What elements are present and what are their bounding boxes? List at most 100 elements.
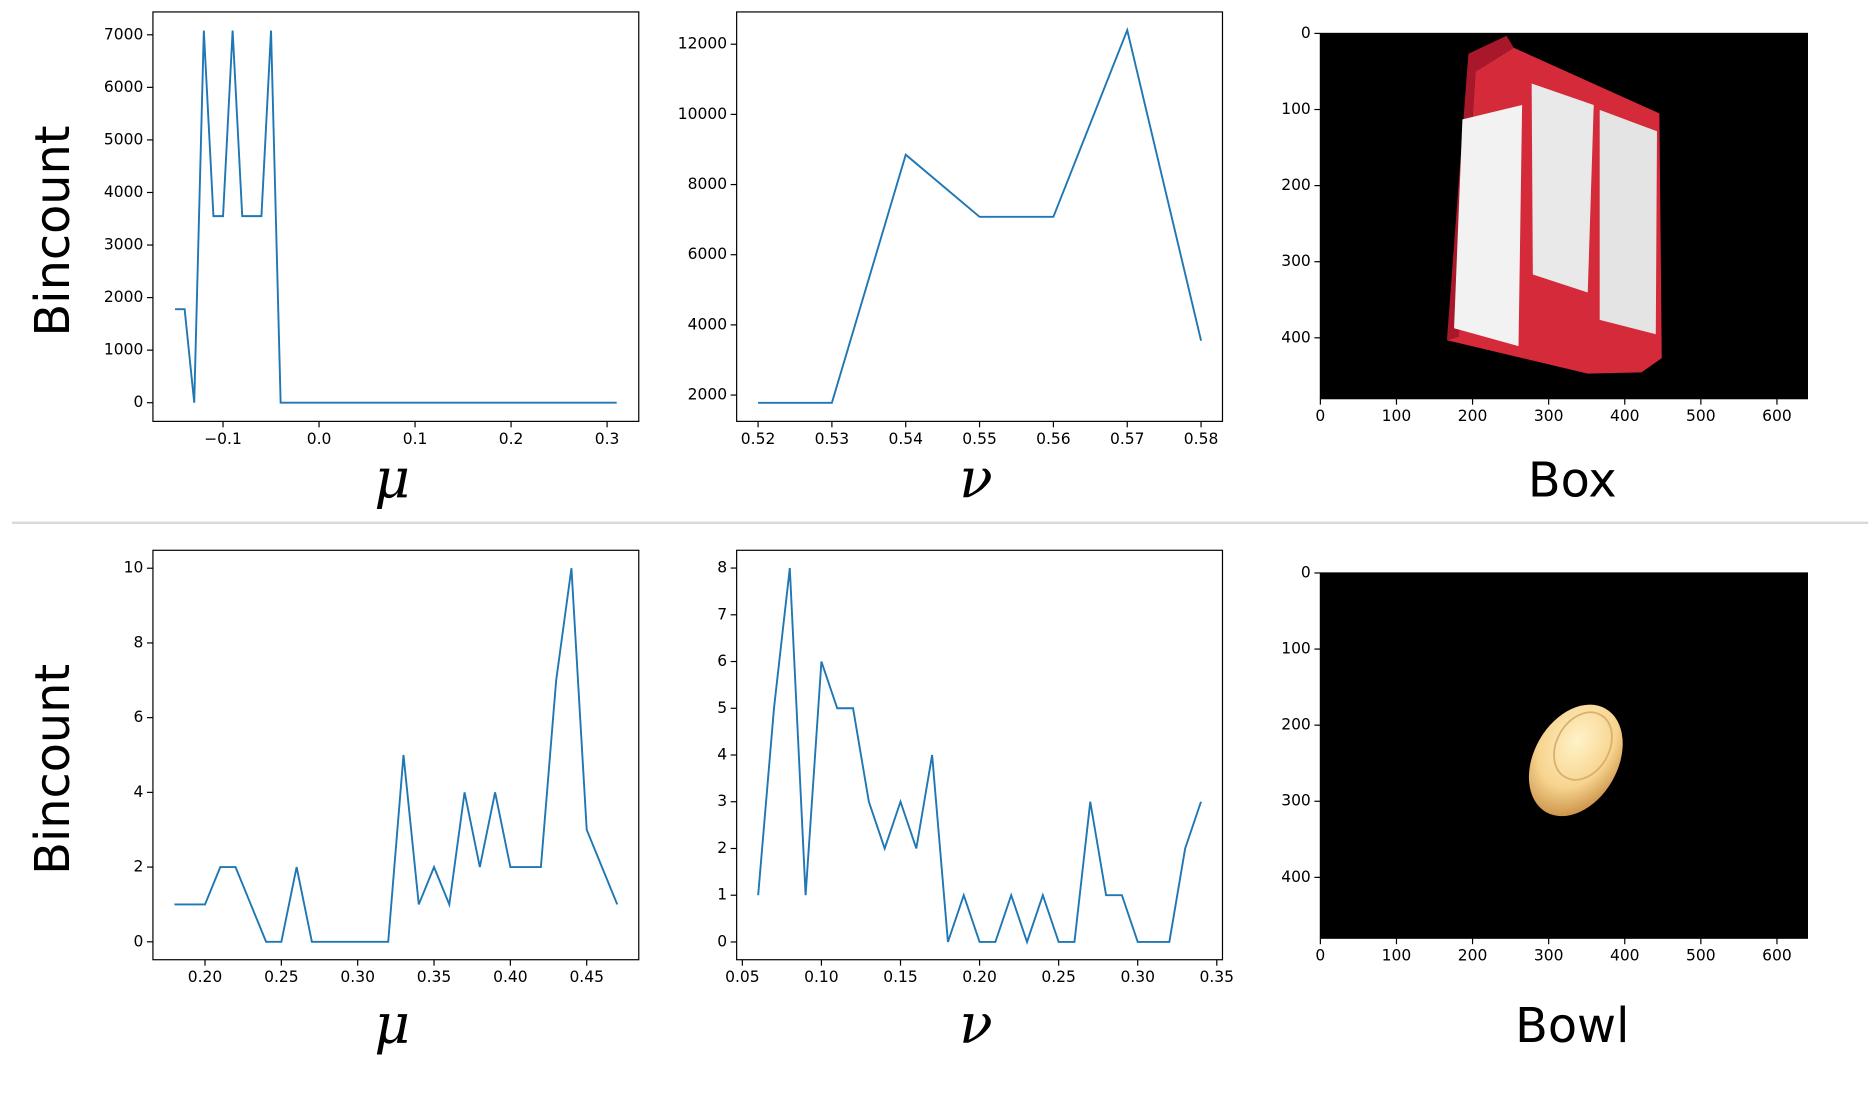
y-tick-label: 400 (1281, 868, 1311, 886)
x-tick-label: 0.40 (493, 968, 528, 986)
x-tick-label: 0.15 (883, 968, 918, 986)
x-tick-label: 0.58 (1184, 430, 1219, 448)
y-tick-label: 6000 (104, 78, 143, 96)
x-tick-label: 200 (1458, 407, 1488, 425)
box-panel (1599, 109, 1657, 335)
x-tick-label: 600 (1762, 947, 1792, 965)
x-axis-label: μ (374, 992, 410, 1056)
y-tick-label: 7000 (104, 25, 143, 43)
x-tick-label: 0.30 (1120, 968, 1155, 986)
rendered-object (1528, 704, 1623, 817)
x-tick-label: 0.2 (499, 430, 524, 448)
y-tick-label: 3000 (104, 236, 143, 254)
y-tick-label: 7 (717, 605, 727, 623)
x-tick-label: 0.25 (1041, 968, 1076, 986)
rendered-object (1446, 35, 1662, 374)
y-tick-label: 1000 (104, 341, 143, 359)
bowl-shape (1528, 704, 1623, 817)
axes-frame (736, 549, 1224, 961)
x-tick-label: 0.20 (962, 968, 997, 986)
box-panel (1531, 83, 1594, 293)
y-tick-label: 2 (134, 858, 144, 876)
y-tick-label: 4 (134, 783, 144, 801)
x-tick-label: 100 (1382, 407, 1412, 425)
x-tick-label: 600 (1762, 407, 1792, 425)
x-tick-label: −0.1 (204, 430, 242, 448)
y-tick-label: 2000 (688, 386, 727, 404)
y-tick-label: 200 (1281, 176, 1311, 194)
x-tick-label: 0.52 (741, 430, 776, 448)
axes-frame (1319, 572, 1808, 939)
y-tick-label: 300 (1281, 252, 1311, 270)
box-panel (1454, 105, 1523, 347)
y-tick-label: 100 (1281, 640, 1311, 658)
y-tick-label: 300 (1281, 792, 1311, 810)
x-tick-label: 0.3 (595, 430, 620, 448)
x-tick-label: 0.55 (962, 430, 997, 448)
y-tick-label: 400 (1281, 328, 1311, 346)
y-tick-label: 5000 (104, 130, 143, 148)
x-tick-label: 500 (1686, 947, 1716, 965)
x-tick-label: 400 (1610, 407, 1640, 425)
x-tick-label: 0.20 (188, 968, 223, 986)
x-tick-label: 0.54 (888, 430, 923, 448)
bowl-rim (1553, 711, 1613, 781)
y-tick-label: 2000 (104, 288, 143, 306)
y-tick-label: 0 (134, 393, 144, 411)
x-tick-label: 0.05 (725, 968, 760, 986)
y-tick-label: 4 (717, 746, 727, 764)
x-tick-label: 0.56 (1036, 430, 1071, 448)
y-tick-label: 1 (717, 886, 727, 904)
y-tick-label: 6000 (688, 245, 727, 263)
y-tick-label: 2 (717, 839, 727, 857)
x-axis-label: ν (959, 446, 992, 510)
y-tick-label: 0 (134, 932, 144, 950)
x-tick-label: 0.1 (403, 430, 428, 448)
y-tick-label: 6 (134, 708, 144, 726)
y-tick-label: 10000 (678, 105, 727, 123)
x-axis-label: μ (374, 446, 410, 510)
y-tick-label: 3 (717, 792, 727, 810)
x-tick-label: 0.53 (815, 430, 850, 448)
y-axis-label: Bincount (26, 664, 81, 875)
axes-frame (1319, 32, 1808, 400)
axes-frame (152, 11, 640, 422)
panel-caption: Box (1528, 453, 1617, 508)
y-tick-label: 0 (1301, 24, 1311, 42)
data-line (175, 30, 617, 404)
y-tick-label: 200 (1281, 716, 1311, 734)
y-tick-label: 4000 (104, 183, 143, 201)
y-tick-label: 10 (124, 559, 144, 577)
x-tick-label: 0.57 (1110, 430, 1145, 448)
x-tick-label: 400 (1610, 947, 1640, 965)
x-tick-label: 500 (1686, 407, 1716, 425)
y-tick-label: 8 (717, 559, 727, 577)
x-tick-label: 200 (1458, 947, 1488, 965)
y-tick-label: 0 (717, 932, 727, 950)
y-tick-label: 8000 (688, 175, 727, 193)
data-line (757, 567, 1202, 945)
x-tick-label: 100 (1382, 947, 1412, 965)
y-tick-label: 4000 (688, 315, 727, 333)
x-tick-label: 300 (1534, 947, 1564, 965)
x-tick-label: 0.10 (804, 968, 839, 986)
y-tick-label: 100 (1281, 100, 1311, 118)
x-axis-label: ν (959, 992, 992, 1056)
panel-caption: Bowl (1515, 999, 1629, 1054)
y-tick-label: 12000 (678, 35, 727, 53)
x-tick-label: 0.45 (569, 968, 604, 986)
x-tick-label: 0.25 (264, 968, 299, 986)
y-tick-label: 0 (1301, 563, 1311, 581)
y-axis-label: Bincount (26, 126, 81, 337)
x-tick-label: 0.35 (1200, 968, 1235, 986)
x-tick-label: 0.35 (417, 968, 452, 986)
y-tick-label: 5 (717, 699, 727, 717)
y-tick-label: 6 (717, 652, 727, 670)
x-tick-label: 0.30 (340, 968, 375, 986)
x-tick-label: 300 (1534, 407, 1564, 425)
y-tick-label: 8 (134, 633, 144, 651)
data-line (174, 568, 619, 943)
axes-frame (152, 549, 640, 961)
